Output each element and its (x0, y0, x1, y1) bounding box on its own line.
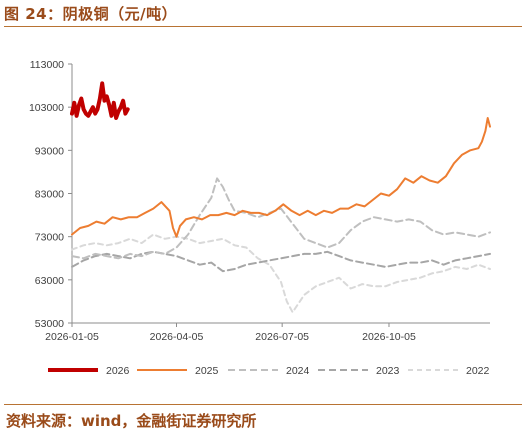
footer-divider (4, 404, 522, 405)
series-line-2024 (71, 177, 491, 260)
x-tick-label: 2026-01-05 (45, 331, 99, 343)
figure-title: 图 24：阴极铜（元/吨） (4, 5, 178, 23)
y-tick-label: 53000 (35, 318, 64, 330)
copper-price-chart: 53000 63000 73000 83000 93000 103000 113000 202… (29, 59, 491, 377)
legend-label-2024: 2024 (286, 365, 310, 377)
legend-label-2022: 2022 (466, 365, 490, 377)
legend-label-2023: 2023 (376, 365, 400, 377)
chart-legend: 2026 2025 2024 2023 2022 (48, 365, 490, 377)
series-line-2026 (70, 81, 130, 120)
legend-label-2026: 2026 (106, 365, 130, 377)
title-divider (4, 26, 522, 27)
series-line-2023 (71, 250, 491, 273)
x-tick-label: 2026-04-05 (150, 331, 204, 343)
series-line-2025 (71, 117, 491, 238)
y-tick-label: 93000 (35, 145, 64, 157)
y-tick-label: 73000 (35, 232, 64, 244)
chart-lines (70, 81, 491, 314)
y-tick-label: 113000 (30, 59, 64, 71)
chart-axes: 53000 63000 73000 83000 93000 103000 113000 202… (29, 59, 490, 343)
source-note: 资料来源：wind，金融街证券研究所 (6, 412, 257, 430)
y-tick-label: 103000 (29, 102, 64, 114)
y-tick-label: 83000 (35, 189, 64, 201)
y-tick-label: 63000 (35, 275, 64, 287)
x-tick-label: 2026-07-05 (255, 331, 309, 343)
x-tick-label: 2026-10-05 (362, 331, 416, 343)
series-line-2022 (71, 233, 491, 314)
legend-label-2025: 2025 (195, 365, 219, 377)
